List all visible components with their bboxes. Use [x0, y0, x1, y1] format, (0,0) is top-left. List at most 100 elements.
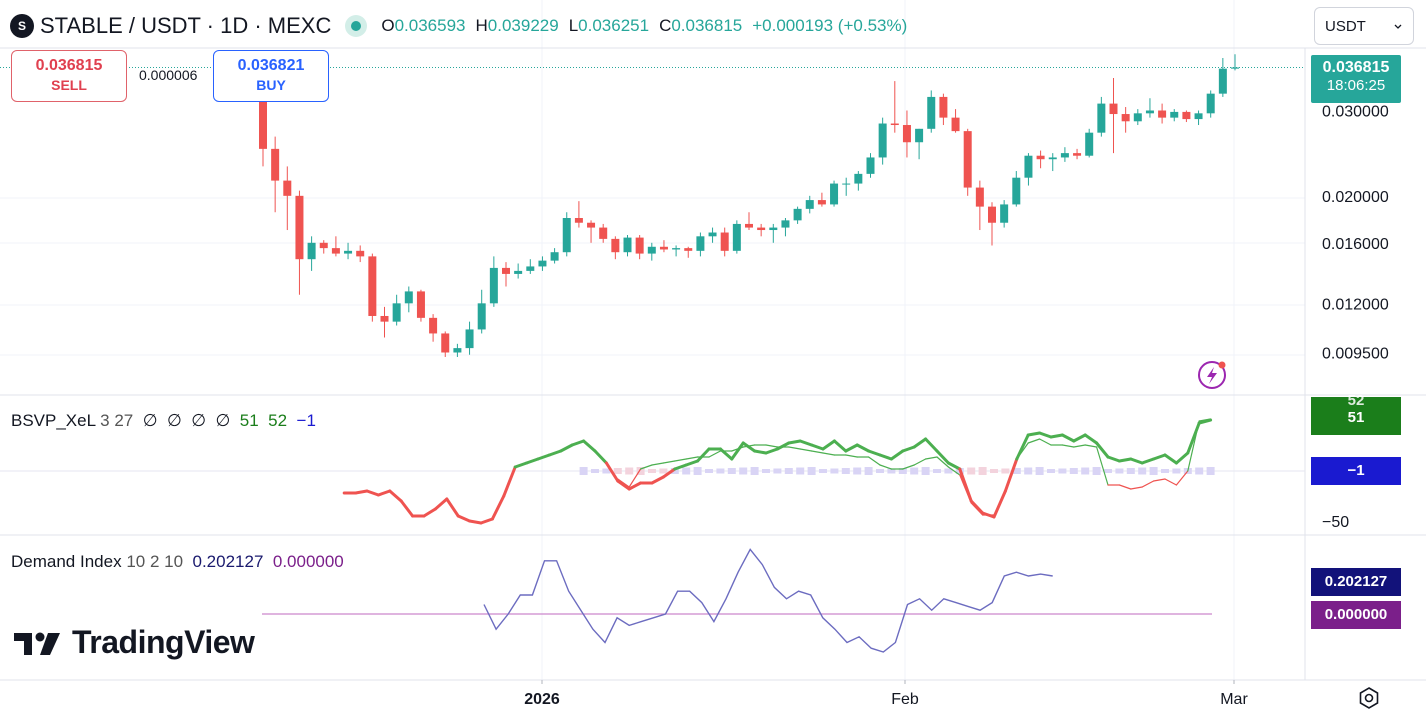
candle-body	[271, 148, 280, 181]
candle-body	[745, 223, 753, 228]
price-axis-label: 0.030000	[1322, 104, 1389, 121]
bsvp-histogram-bar	[853, 467, 862, 475]
bsvp-main-line	[376, 489, 392, 497]
symbol-title[interactable]: STABLE / USDT · 1D · MEXC	[40, 13, 332, 38]
candle-body	[1036, 155, 1045, 160]
bsvp-main-line	[365, 489, 380, 497]
bsvp-main-line	[958, 467, 973, 503]
bsvp-main-line	[1152, 453, 1167, 461]
candle-body	[489, 267, 498, 304]
candle-body	[368, 256, 377, 316]
bsvp-main-line	[969, 499, 985, 515]
sell-button[interactable]: 0.036815 SELL	[11, 50, 127, 102]
bsvp-main-line	[798, 439, 814, 447]
bsvp-main-line	[912, 437, 928, 449]
bsvp-histogram-bar	[1138, 467, 1147, 475]
symbol-header: S STABLE / USDT · 1D · MEXC O0.036593 H0…	[10, 12, 907, 40]
bsvp-histogram-bar	[1001, 468, 1010, 474]
bsvp-signal-line	[1095, 446, 1109, 486]
bsvp-main-line	[844, 443, 859, 453]
bsvp-main-line	[1038, 431, 1053, 439]
demand-legend[interactable]: Demand Index 10 2 10 0.202127 0.000000	[11, 552, 344, 572]
bsvp-histogram-bar	[1104, 469, 1112, 473]
bsvp-main-line	[821, 439, 836, 451]
candle-body	[514, 270, 523, 274]
bsvp-axis-label: −50	[1322, 514, 1349, 531]
svg-text:S: S	[18, 19, 26, 33]
bsvp-main-line	[1117, 457, 1133, 463]
bsvp-main-line	[1186, 421, 1201, 455]
candle-body	[854, 173, 863, 184]
tradingview-logo[interactable]: TradingView	[14, 624, 255, 661]
bsvp-main-line	[445, 497, 460, 518]
candle-body	[1109, 103, 1118, 115]
bsvp-histogram-bar	[864, 467, 873, 475]
candle-body	[307, 242, 316, 260]
candle-body	[684, 248, 693, 251]
symbol-logo-icon: S	[10, 14, 34, 38]
currency-select[interactable]: USDT	[1314, 7, 1414, 45]
candle-body	[793, 208, 802, 221]
bsvp-signal-line	[1118, 484, 1132, 490]
bsvp-main-line	[889, 449, 905, 461]
bsvp-main-line	[593, 449, 608, 465]
ohlc-low: L0.036251	[568, 16, 650, 35]
candle-body	[1158, 110, 1167, 118]
bsvp-main-line	[627, 481, 643, 491]
bsvp-histogram-bar	[819, 469, 827, 473]
bsvp-legend[interactable]: BSVP_XeL 3 27 ∅ ∅ ∅ ∅ 51 52 −1	[11, 411, 316, 431]
candle-body	[830, 183, 839, 205]
settings-icon[interactable]	[1357, 686, 1381, 715]
time-axis-label: Mar	[1220, 691, 1248, 708]
candle-body	[866, 157, 875, 174]
candle-body	[283, 180, 292, 196]
bsvp-main-line	[787, 439, 802, 445]
bsvp-histogram-bar	[625, 467, 634, 475]
bsvp-main-line	[536, 453, 551, 461]
candle-body	[502, 267, 510, 274]
candle-body	[259, 67, 267, 149]
bsvp-signal-line	[845, 454, 858, 458]
bsvp-main-line	[684, 459, 700, 467]
candle-body	[842, 183, 851, 185]
bsvp-histogram-bar	[1024, 467, 1033, 475]
candle-body	[477, 303, 486, 330]
bsvp-main-line	[855, 443, 871, 453]
bsvp-signal-line	[924, 456, 938, 460]
bsvp-main-line	[661, 467, 677, 479]
bsvp-main-line	[730, 441, 745, 461]
bsvp-main-line	[1083, 433, 1099, 445]
candle-body	[344, 250, 353, 254]
candle-body	[404, 291, 413, 304]
bsvp-slot: ∅	[142, 411, 158, 430]
bsvp-main-line	[559, 443, 574, 453]
bsvp-histogram-bar	[750, 467, 759, 475]
bsvp-signal-line	[902, 464, 915, 470]
bsvp-tag-value-1: 52	[1347, 392, 1365, 409]
bsvp-histogram-bar	[887, 468, 896, 474]
candle-body	[1133, 113, 1142, 122]
sell-price: 0.036815	[35, 57, 103, 74]
ohlc-close: C0.036815	[659, 16, 743, 35]
bsvp-value-1: 51	[239, 411, 259, 430]
bsvp-histogram-bar	[739, 467, 748, 475]
bsvp-main-line	[1003, 457, 1019, 493]
buy-button[interactable]: 0.036821 BUY	[213, 50, 329, 102]
bsvp-histogram-bar	[807, 467, 816, 475]
bsvp-histogram-bar	[1149, 467, 1158, 475]
bsvp-main-line	[616, 479, 631, 491]
candle-body	[1060, 153, 1069, 158]
bsvp-histogram-bar	[990, 469, 998, 473]
candle-body	[1024, 155, 1033, 178]
chevron-down-icon	[1393, 18, 1403, 35]
bsvp-main-line	[753, 449, 768, 455]
candle-body	[696, 236, 705, 251]
bsvp-main-line	[1174, 451, 1190, 465]
bsvp-signal-line	[788, 446, 801, 450]
bsvp-histogram-bar	[705, 469, 713, 473]
ohlc-open: O0.036593	[381, 16, 466, 35]
bsvp-histogram-bar	[762, 469, 770, 473]
time-axis-label: Feb	[891, 691, 919, 708]
demand-value-tag: 0.202127	[1311, 568, 1401, 596]
